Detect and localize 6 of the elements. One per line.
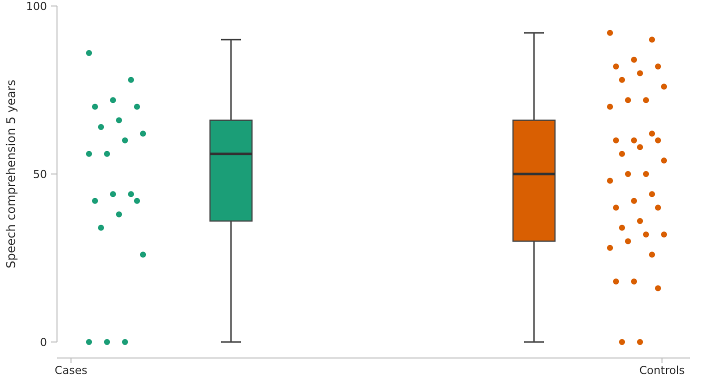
- y-tick-label: 100: [26, 0, 47, 13]
- y-tick-label: 50: [33, 168, 47, 181]
- y-axis-title: Speech comprehension 5 years: [4, 80, 18, 268]
- y-tick-label: 0: [40, 336, 47, 349]
- x-tick-label: Cases: [54, 364, 88, 377]
- x-tick-label: Controls: [639, 364, 686, 377]
